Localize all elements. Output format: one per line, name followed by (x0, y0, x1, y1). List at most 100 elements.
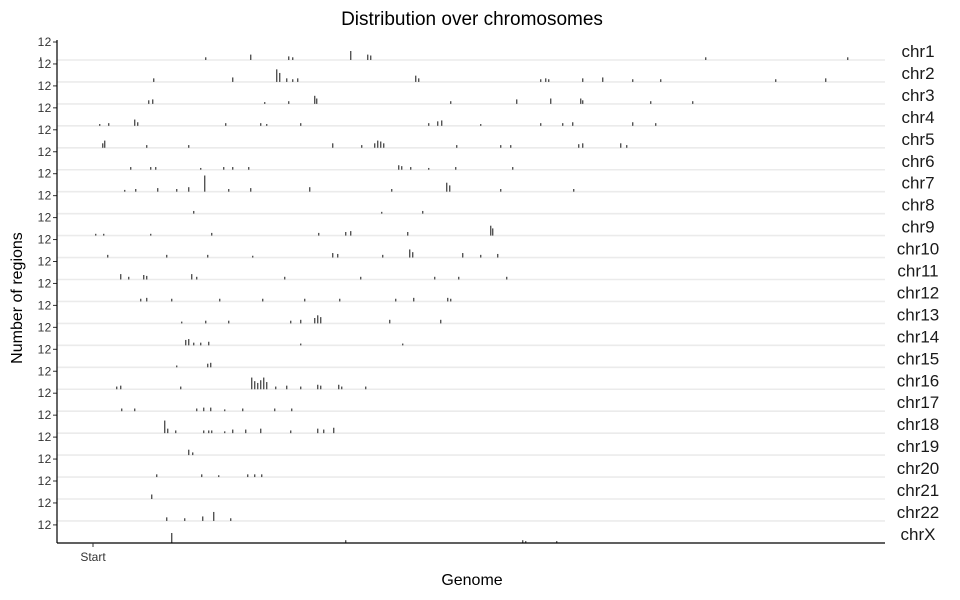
peak-bar (185, 339, 187, 346)
peak-bar (580, 98, 582, 104)
peak-bar (204, 175, 206, 192)
chromosome-strip-chr15: 1 2 chr15 (38, 342, 940, 368)
peak-bar (545, 78, 547, 82)
peak-bar (345, 540, 347, 543)
strip-label-chr9: chr9 (901, 218, 934, 237)
peak-bar (540, 79, 542, 82)
peak-bar (500, 145, 502, 148)
y-tick-label: 2 (45, 518, 52, 532)
peak-bar (660, 79, 662, 82)
peak-bar (288, 101, 290, 104)
peak-bar (314, 318, 316, 324)
peak-bar (522, 540, 524, 543)
y-tick-label: 1 (38, 386, 45, 400)
y-tick-label: 2 (45, 167, 52, 181)
peak-bar (156, 474, 158, 478)
y-tick-label: 2 (45, 101, 52, 115)
peak-bar (40, 57, 42, 60)
peak-bar (437, 121, 439, 126)
peak-bar (245, 429, 247, 434)
y-tick-label: 2 (45, 255, 52, 269)
peak-bar (104, 140, 106, 148)
peak-bar (232, 429, 234, 434)
peak-bar (151, 494, 153, 499)
peak-bar (230, 518, 232, 521)
y-tick-label: 1 (38, 101, 45, 115)
peak-bar (166, 517, 168, 521)
peak-bar (317, 384, 319, 390)
strip-label-chr13: chr13 (897, 305, 940, 324)
peak-bar (450, 298, 452, 302)
chromosome-strip-chr10: 1 2 chr10 (38, 233, 940, 259)
peak-bar (847, 57, 849, 60)
peak-bar (428, 123, 430, 126)
strip-label-chr22: chr22 (897, 503, 940, 522)
strip-label-chr10: chr10 (897, 240, 940, 259)
peak-bar (655, 123, 657, 126)
peak-bar (225, 123, 227, 126)
peak-bar (413, 297, 415, 302)
chromosome-strip-chr16: 1 2 chr16 (38, 364, 940, 390)
peak-bar (128, 276, 130, 280)
peak-bar (201, 474, 203, 478)
peak-bar (176, 365, 178, 368)
peak-bar (320, 317, 322, 324)
peak-bar (146, 297, 148, 302)
peak-bar (103, 233, 105, 236)
peak-bar (260, 428, 262, 434)
peak-bar (775, 79, 777, 82)
chromosome-strip-chr3: 1 2 chr3 (38, 79, 935, 105)
y-tick-label: 2 (45, 145, 52, 159)
peak-bar (300, 123, 302, 126)
peak-bar (602, 77, 604, 82)
peak-bar (300, 319, 302, 324)
peak-bar (224, 409, 226, 412)
chromosome-strip-chr8: 1 2 chr8 (38, 189, 935, 215)
chromosome-strip-chr18: 1 2 chr18 (38, 408, 940, 434)
peak-bar (208, 341, 210, 346)
peak-bar (95, 233, 97, 236)
y-tick-label: 1 (38, 298, 45, 312)
y-tick-label: 2 (45, 79, 52, 93)
peak-bar (361, 145, 363, 148)
peak-bar (500, 189, 502, 192)
peak-bar (232, 167, 234, 170)
peak-bar (121, 408, 123, 412)
peak-bar (434, 276, 436, 280)
strip-label-chr16: chr16 (897, 371, 940, 390)
peak-bar (211, 232, 213, 236)
peak-bar (120, 274, 122, 280)
peak-bar (274, 408, 276, 412)
y-tick-label: 2 (45, 189, 52, 203)
chromosome-strip-chr17: 1 2 chr17 (38, 386, 940, 412)
peak-bar (252, 255, 254, 258)
chromosome-strip-chr1: 1 2 chr1 (38, 35, 935, 61)
peak-bar (135, 189, 137, 192)
peak-bar (297, 78, 299, 82)
y-tick-label: 2 (45, 35, 52, 49)
peak-bar (262, 298, 264, 302)
peak-bar (367, 54, 369, 60)
peak-bar (374, 143, 376, 148)
peak-bar (333, 427, 335, 434)
peak-bar (360, 276, 362, 280)
peak-bar (288, 56, 290, 60)
peak-bar (395, 298, 397, 302)
peak-bar (213, 511, 215, 521)
peak-bar (228, 320, 230, 324)
strip-label-chr11: chr11 (897, 262, 938, 281)
peak-bar (193, 210, 195, 214)
peak-bar (350, 231, 352, 236)
peak-bar (257, 382, 259, 390)
peak-bar (455, 167, 457, 170)
peak-bar (219, 298, 221, 302)
peak-bar (409, 249, 411, 258)
y-tick-label: 1 (38, 167, 45, 181)
peak-bar (188, 449, 190, 456)
peak-bar (260, 123, 262, 126)
peak-bar (582, 143, 584, 148)
x-tick-label-start: Start (80, 550, 106, 564)
peak-bar (447, 297, 449, 302)
peak-bar (314, 95, 316, 104)
